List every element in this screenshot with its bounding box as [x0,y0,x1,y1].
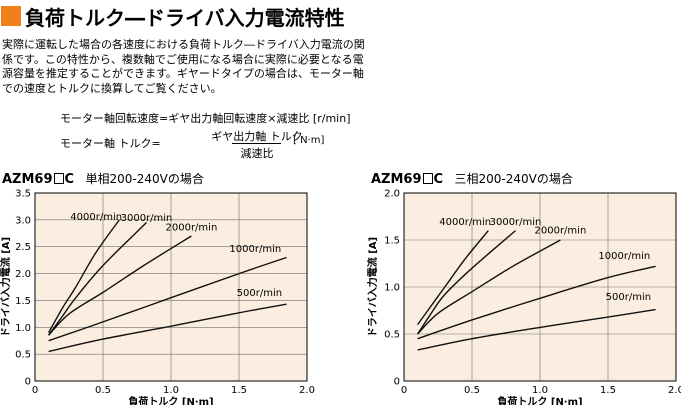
chart1-xtick-label: 0 [32,385,38,396]
chart1-ytick-label: 0 [25,377,31,388]
chart1-series-label: 1000r/min [229,244,281,255]
chart1-ytick-label: 2.0 [15,269,31,280]
formula-torque-label: モーター軸 トルク= [60,137,161,150]
formula-torque-denominator: 減速比 [240,147,274,160]
chart1-series-label: 3000r/min [121,213,173,224]
chart1-series-label: 500r/min [237,288,282,299]
chart1-subtitle: 単相200-240Vの場合 [85,172,204,186]
chart1-ytick-label: 0.5 [15,350,31,361]
chart2-model-prefix: AZM69 [371,172,422,187]
chart1-series-line-2000rpm [48,235,192,336]
page-title-text: 負荷トルク―ドライバ入力電流特性 [25,5,345,30]
chart1-xtick-label: 1.0 [163,385,179,396]
chart2-series-line-500rpm [417,308,656,351]
chart1-xtick-label: 0.5 [95,385,111,396]
title-square-icon [1,6,21,26]
chart2-series-label: 4000r/min [439,217,491,228]
chart2-ytick-label: 1.0 [384,283,400,294]
chart2-xlabel: 負荷トルク [N·m] [497,395,582,405]
chart2-model-box-icon [422,173,433,184]
chart2-ytick-label: 1.5 [384,236,400,247]
chart1-xtick-label: 1.5 [231,385,247,396]
chart1-series-line-4000rpm [47,219,120,334]
chart2-ylabel: ドライバ入力電流 [A] [366,237,379,337]
formula-torque-unit: [ N·m] [293,135,325,146]
chart1-plot-frame [34,192,308,382]
chart1-xtick-label: 2.0 [299,385,315,396]
page-title: 負荷トルク―ドライバ入力電流特性 [1,3,345,30]
chart1-ytick-label: 1.5 [15,296,31,307]
formula-torque-numerator: ギヤ出力軸 トルク [211,130,303,143]
chart2-xtick-label: 0 [401,385,407,396]
formula-speed: モーター軸回転速度=ギヤ出力軸回転速度×減速比 [r/min] [60,112,351,125]
chart2-series-line-3000rpm [417,230,516,335]
chart2-xtick-label: 2.0 [668,385,681,396]
chart2-ytick-label: 0 [394,377,400,388]
chart2-model-suffix: C [433,172,444,187]
chart2-series-label: 2000r/min [535,225,587,236]
chart2-title: AZM69 C 三相200-240Vの場合 [371,170,573,187]
chart2-series-line-1000rpm [417,265,656,340]
chart2-ytick-label: 2.0 [384,189,400,200]
chart2-series-label: 3000r/min [490,217,542,228]
chart2-series-line-2000rpm [417,239,561,335]
chart2-plot-frame [403,192,677,382]
chart2-series-line-4000rpm [417,230,489,326]
chart1-model-prefix: AZM69 [2,172,53,187]
chart1-series-label: 4000r/min [70,212,122,223]
chart2-xtick-label: 0.5 [464,385,480,396]
chart1-ytick-label: 3.0 [15,215,31,226]
chart2-series-label: 500r/min [606,292,651,303]
chart1-series-line-3000rpm [48,222,147,336]
chart1-model-suffix: C [64,172,75,187]
chart2-xtick-label: 1.5 [600,385,616,396]
chart1-ylabel: ドライバ入力電流 [A] [0,237,12,337]
description: 実際に運転した場合の各速度における負荷トルク―ドライバ入力電流の関係です。この特… [2,38,365,95]
chart1-ytick-label: 2.5 [15,242,31,253]
chart1-series-line-1000rpm [48,256,287,342]
chart1-ytick-label: 3.5 [15,189,31,200]
chart2-xtick-label: 1.0 [532,385,548,396]
chart2-subtitle: 三相200-240Vの場合 [454,172,573,186]
chart1-xlabel: 負荷トルク [N·m] [128,395,213,405]
chart1-model-box-icon [53,173,64,184]
formula-torque: モーター軸 トルク= ギヤ出力軸 トルク 減速比 [ N·m] [60,128,360,162]
chart2-series-label: 1000r/min [598,251,650,262]
fraction-bar [232,143,281,144]
chart1-ytick-label: 1.0 [15,323,31,334]
chart1-series-line-500rpm [48,303,287,353]
chart2-ytick-label: 0.5 [384,330,400,341]
chart1-title: AZM69 C 単相200-240Vの場合 [2,170,204,187]
chart1-series-label: 2000r/min [166,223,218,234]
